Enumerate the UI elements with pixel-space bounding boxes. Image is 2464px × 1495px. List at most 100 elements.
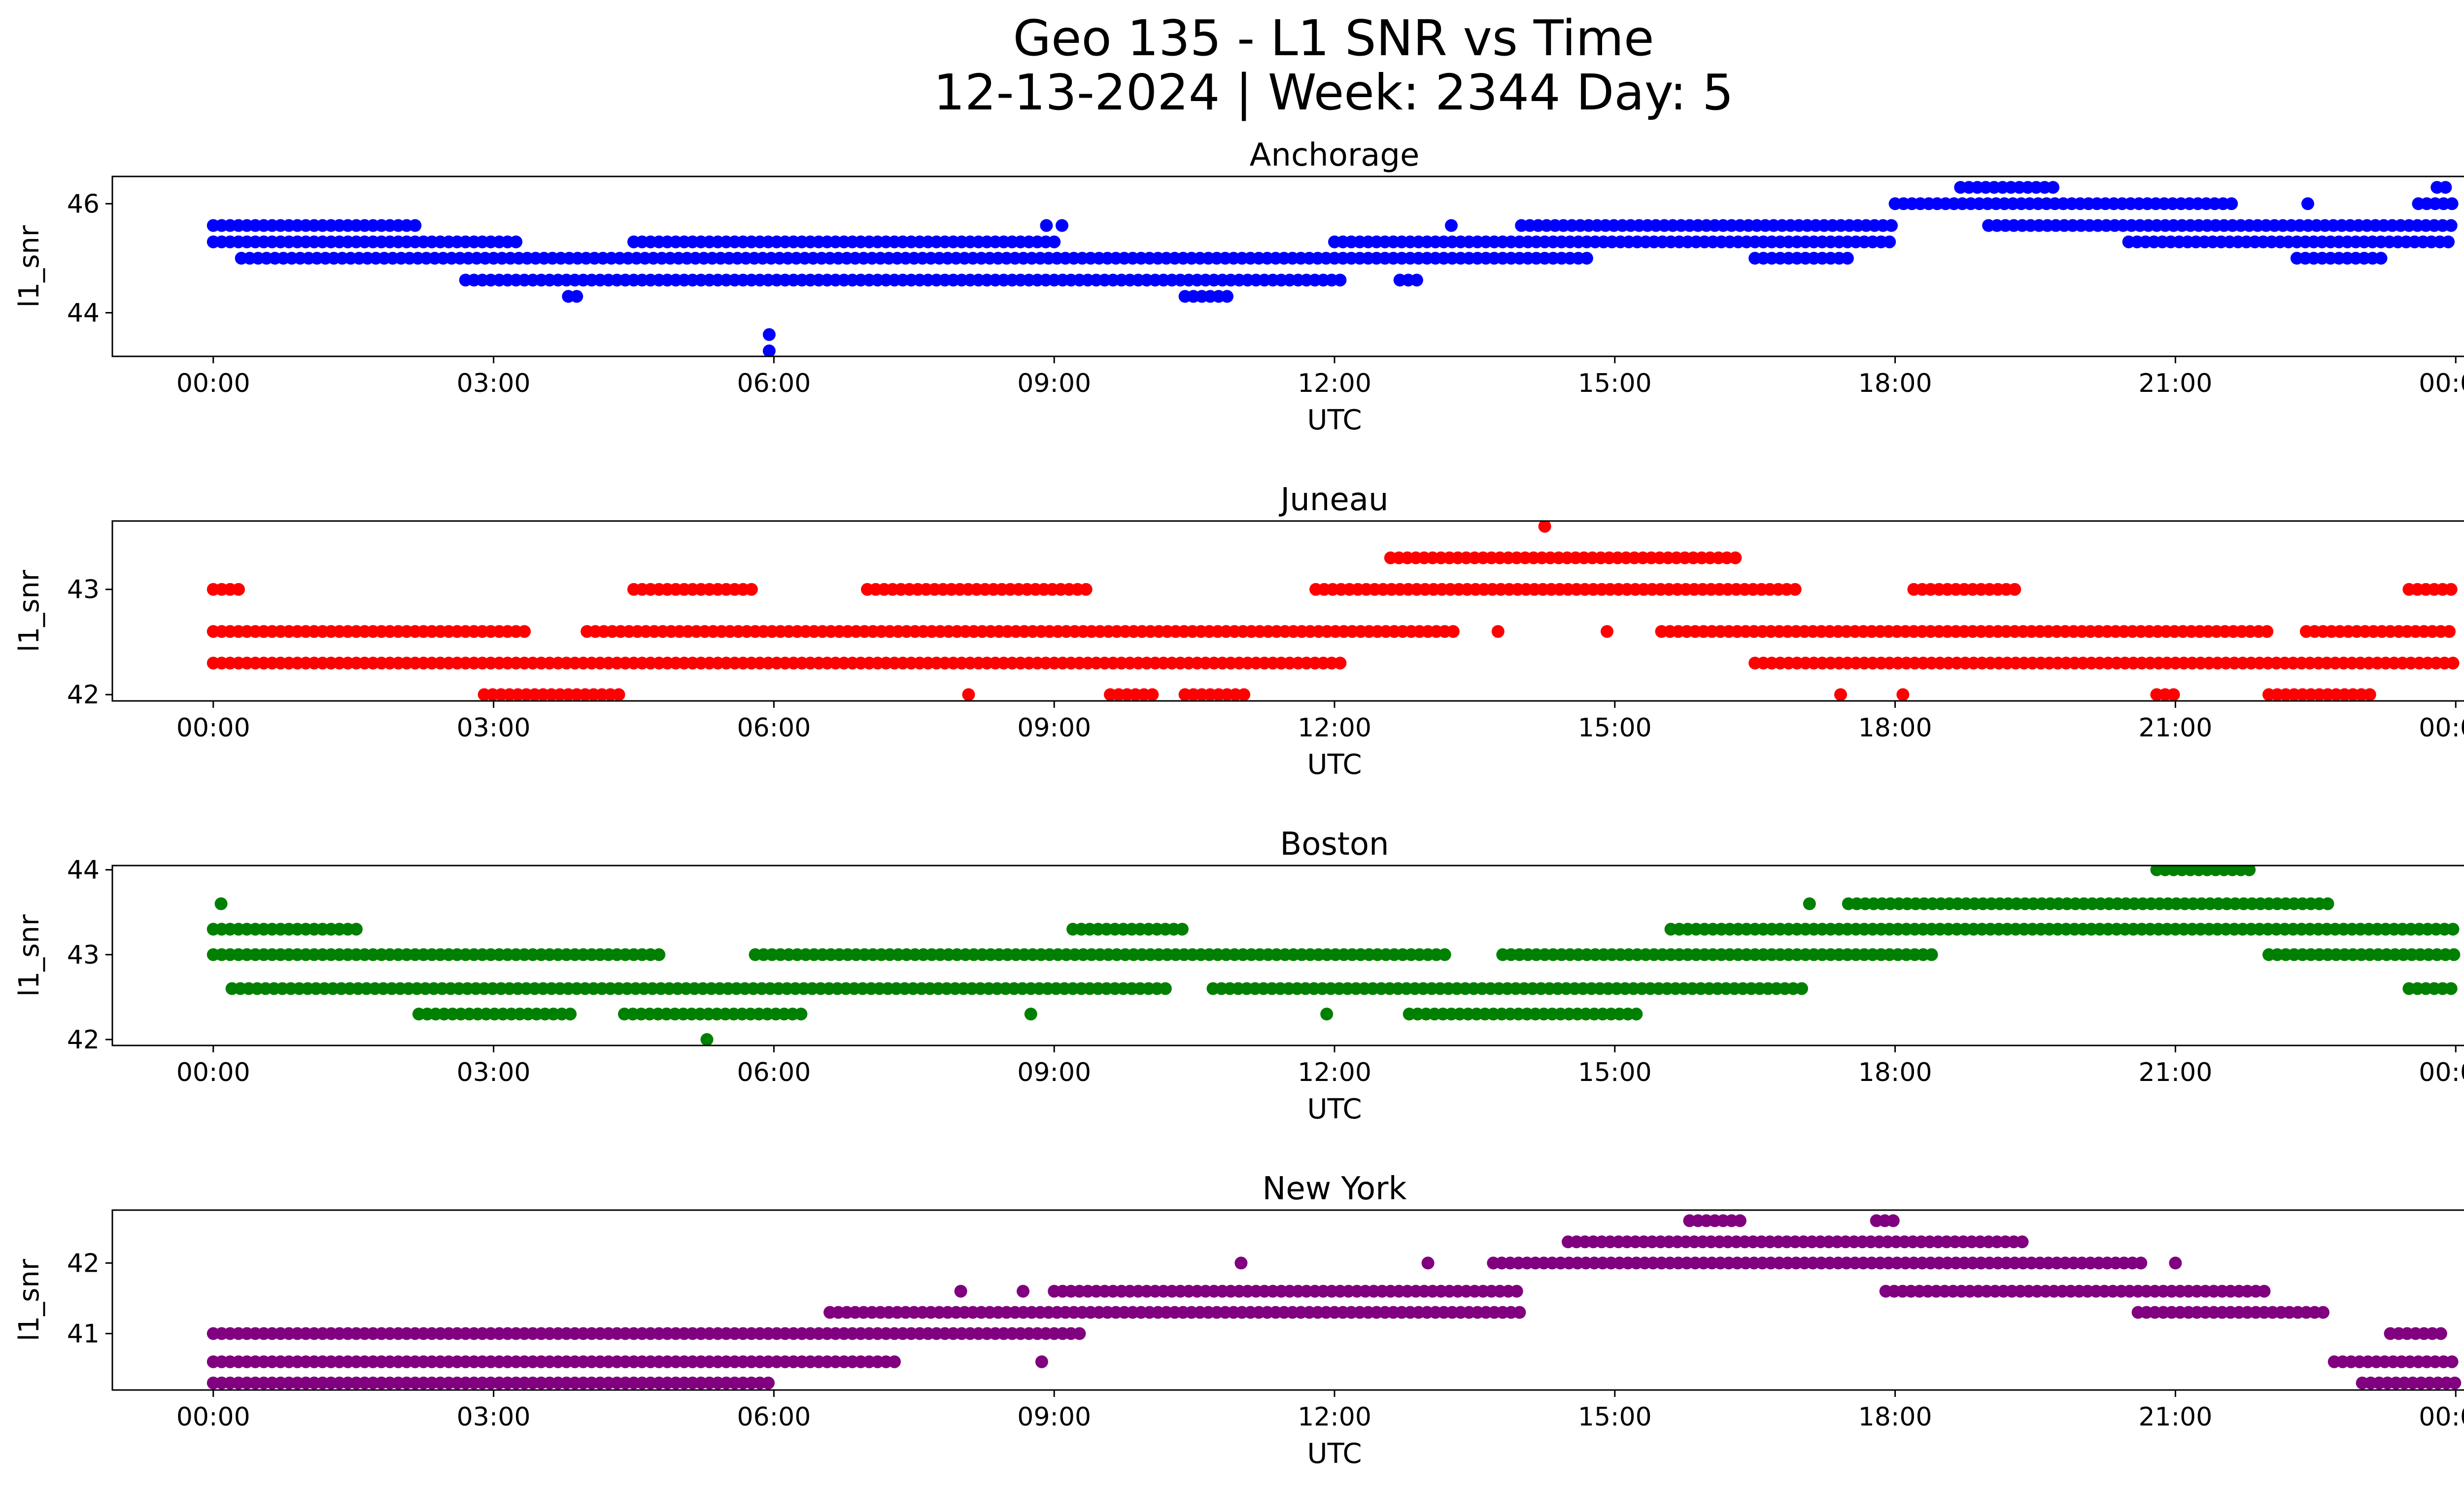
data-point [1803, 897, 1816, 910]
data-point [1896, 688, 1910, 701]
data-point [1538, 521, 1551, 533]
panel-2: Boston 00:00 03:00 06:00 09:00 12:00 15:00 18:0… [13, 826, 2464, 1125]
data-point [962, 688, 975, 701]
data-point [1334, 657, 1347, 670]
data-point [1841, 251, 1854, 265]
x-tick-label: 09:00 [1017, 369, 1091, 398]
data-point [794, 1008, 808, 1021]
x-tick-label: 06:00 [737, 1402, 811, 1432]
x-tick-label: 00:00 [176, 1402, 250, 1432]
data-point [1601, 625, 1613, 638]
data-point [1234, 1256, 1248, 1270]
data-point [762, 1376, 775, 1390]
x-tick-label: 18:00 [1858, 1402, 1932, 1432]
y-tick-label: 43 [67, 940, 100, 970]
data-point [1159, 982, 1172, 995]
x-tick-label: 06:00 [737, 713, 811, 743]
y-tick-label: 43 [67, 575, 100, 605]
data-point [2374, 251, 2388, 265]
x-tick-label: 15:00 [1578, 1058, 1652, 1087]
panel-1: Juneau 00:00 03:00 06:00 09:00 12:00 15:00 18:0… [13, 482, 2464, 781]
data-point [2448, 1376, 2462, 1390]
data-point [2442, 235, 2455, 248]
data-point [2447, 948, 2461, 961]
data-point [1788, 583, 1802, 596]
data-point [1410, 274, 1423, 287]
y-tick-label: 42 [67, 1025, 100, 1055]
figure-title: Geo 135 - L1 SNR vs Time [1013, 9, 1654, 67]
data-point [1883, 235, 1896, 248]
data-point [1056, 219, 1068, 232]
data-point [2434, 1327, 2447, 1340]
data-point [1024, 1008, 1037, 1021]
data-point [1146, 688, 1159, 701]
data-point [2134, 1256, 2148, 1270]
data-points [206, 521, 2460, 701]
data-point [2225, 197, 2238, 210]
y-axis-label: l1_snr [13, 225, 45, 308]
data-point [1795, 982, 1808, 995]
data-point [700, 1033, 714, 1045]
x-tick-label: 15:00 [1578, 1402, 1652, 1432]
x-tick-label: 12:00 [1298, 369, 1371, 398]
x-tick-label: 21:00 [2138, 369, 2212, 398]
panel-title: Anchorage [1250, 137, 1420, 174]
data-point [510, 235, 523, 248]
data-point [570, 290, 583, 303]
data-points [206, 866, 2461, 1045]
data-point [409, 219, 422, 232]
x-tick-label: 09:00 [1017, 713, 1091, 743]
x-tick-label: 00:00 [2419, 369, 2464, 398]
data-point [1510, 1285, 1523, 1298]
data-point [1040, 219, 1053, 232]
data-point [1237, 688, 1251, 701]
data-point [1733, 1214, 1746, 1227]
x-tick-label: 03:00 [457, 1058, 531, 1087]
data-point [1035, 1355, 1048, 1368]
data-point [2363, 688, 2376, 701]
data-point [1221, 290, 1233, 303]
data-point [1079, 583, 1093, 596]
data-point [1513, 1306, 1526, 1319]
data-point [1175, 923, 1189, 936]
x-tick-label: 03:00 [457, 713, 531, 743]
x-tick-label: 21:00 [2138, 1058, 2212, 1087]
x-tick-label: 12:00 [1298, 1058, 1371, 1087]
data-point [518, 625, 531, 638]
data-point [1580, 251, 1593, 265]
panel-0: Anchorage 00:00 03:00 06:00 09:00 12:00 15:00 1… [13, 137, 2464, 436]
x-axis-label: UTC [1307, 1438, 1362, 1470]
data-points [206, 181, 2459, 356]
data-point [2444, 219, 2458, 232]
x-axis-label: UTC [1307, 1093, 1362, 1125]
y-tick-label: 42 [67, 1249, 100, 1278]
data-point [1491, 625, 1505, 638]
x-tick-label: 00:00 [176, 713, 250, 743]
x-tick-label: 00:00 [176, 369, 250, 398]
data-point [1334, 274, 1347, 287]
panel-title: Boston [1280, 826, 1389, 863]
data-point [214, 897, 228, 910]
data-point [2444, 982, 2458, 995]
y-tick-label: 46 [67, 189, 100, 219]
x-tick-label: 15:00 [1578, 713, 1652, 743]
data-point [1438, 948, 1451, 961]
x-tick-label: 12:00 [1298, 713, 1371, 743]
data-point [1048, 235, 1061, 248]
x-tick-label: 00:00 [2419, 1058, 2464, 1087]
data-points [206, 1214, 2462, 1390]
x-tick-label: 18:00 [1858, 1058, 1932, 1087]
data-point [2258, 1285, 2271, 1298]
data-point [1421, 1256, 1435, 1270]
data-point [2008, 583, 2021, 596]
x-tick-label: 06:00 [737, 1058, 811, 1087]
data-point [2016, 1235, 2029, 1249]
data-point [1729, 551, 1742, 564]
x-tick-label: 21:00 [2138, 1402, 2212, 1432]
data-point [2169, 1256, 2182, 1270]
data-point [2445, 1355, 2459, 1368]
x-tick-label: 00:00 [2419, 1402, 2464, 1432]
x-tick-label: 21:00 [2138, 713, 2212, 743]
data-point [745, 583, 758, 596]
